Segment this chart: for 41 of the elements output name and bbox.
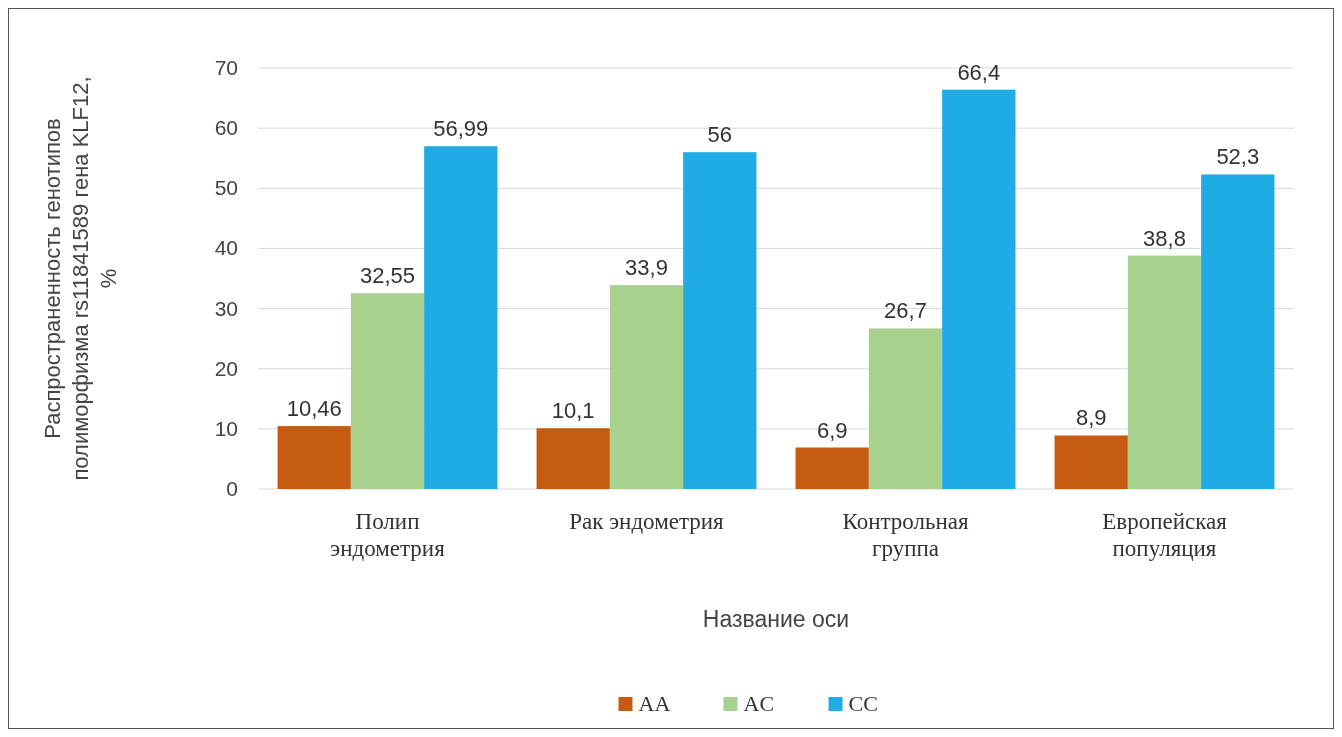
bar [683,152,757,489]
data-label: 66,4 [957,59,1001,85]
y-axis-title: Распространенность генотипов полиморфизма rs11841589 гена KLF12, % [40,76,121,481]
legend-label: CC [848,691,878,716]
data-label: 26,7 [884,298,927,324]
y-tick-label: 60 [214,116,238,140]
bar [1201,174,1275,489]
bar [942,89,1016,489]
y-tick-label: 50 [214,176,238,200]
bar [424,146,498,489]
y-tick-label: 20 [214,356,238,380]
data-label: 6,9 [816,417,848,443]
data-label: 10,1 [551,398,595,424]
bar [1127,255,1202,489]
bar [350,293,425,489]
data-label: 52,3 [1216,144,1260,170]
x-tick-label: Рак эндометрия [569,509,725,534]
y-tick-label: 70 [214,56,238,79]
data-label: 10,46 [286,396,342,422]
y-tick-label: 30 [214,296,238,320]
legend-label: AC [743,691,775,716]
x-tick-label: Европейская популяция [1102,509,1228,561]
data-label: 32,55 [359,263,416,289]
data-label: 38,8 [1143,225,1186,251]
data-label: 56,99 [433,116,489,142]
x-tick-label: Контрольная группа [842,509,969,561]
data-label: 56 [707,122,733,148]
legend-label: AA [638,691,671,716]
bar [868,328,943,489]
data-label: 8,9 [1075,405,1107,431]
y-tick-label: 40 [214,236,238,260]
x-tick-label: Полип эндометрия [330,509,446,561]
bar [609,285,684,489]
bar [277,426,351,489]
x-axis-title: Название оси [702,606,850,632]
bar [1054,435,1128,489]
bar [795,447,869,489]
bar [536,428,610,489]
data-label: 33,9 [625,255,668,281]
y-tick-label: 10 [214,416,238,440]
y-tick-label: 0 [226,477,238,500]
